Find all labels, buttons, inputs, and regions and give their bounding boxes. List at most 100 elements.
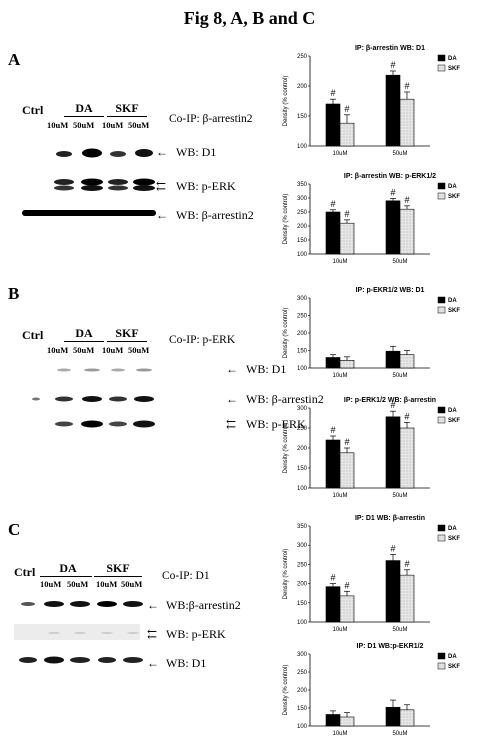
chart-4-ytick-label-3: 250	[297, 562, 308, 568]
chart-3-ytick-label-3: 250	[297, 426, 308, 432]
blot-b-da-underline	[64, 341, 104, 342]
chart-2-ytick-label-2: 200	[297, 331, 308, 337]
chart-5-legend-swatch-skf	[437, 662, 446, 670]
chart-1-ytick-label-3: 250	[297, 210, 308, 216]
chart-0-sig-skf-1: #	[404, 81, 409, 91]
blot-c-arrow-2: ⇇	[147, 627, 158, 641]
chart-0-ytick-label-1: 150	[297, 114, 308, 120]
chart-4-bar-skf-0	[339, 595, 355, 623]
chart-4-sig-da-1: #	[390, 543, 395, 553]
chart-0-bar-da-1	[385, 74, 401, 147]
chart-2-bar-skf-0	[339, 360, 355, 369]
chart-2-title: IP: p-EKR1/2 WB: D1	[356, 287, 425, 294]
chart-5-bar-skf-1	[399, 709, 415, 727]
chart-3-sig-skf-0: #	[344, 437, 349, 447]
chart-2-ytick-label-0: 100	[297, 366, 308, 372]
chart-2-bar-skf-1	[399, 354, 415, 369]
chart-4-ytick-label-0: 100	[297, 620, 308, 626]
chart-4-legend-swatch-skf	[437, 534, 446, 542]
chart-1-sig-skf-1: #	[404, 195, 409, 205]
bar-chart-a-d1: IP: β-arrestin WB: D1 Density (% control)…	[283, 45, 460, 157]
blot-c-ctrl-label: Ctrl	[14, 565, 36, 579]
chart-0-bar-skf-0	[339, 122, 355, 147]
chart-1-bar-da-1	[385, 200, 401, 255]
chart-0-ylabel: Density (% control)	[283, 76, 289, 127]
chart-5-ytick-label-3: 250	[297, 670, 308, 676]
blot-a-group-skf: SKF	[115, 101, 139, 115]
blot-b-group-da: DA	[75, 326, 93, 340]
bar-chart-a-perk: IP: β-arrestin WB: p-ERK1/2 Density (% co…	[283, 173, 460, 265]
chart-0-bar-da-0	[325, 103, 341, 147]
chart-1-ytick-label-0: 100	[297, 252, 308, 258]
chart-1-ytick-label-4: 300	[297, 196, 308, 202]
chart-2-bar-da-0	[325, 357, 341, 369]
chart-3-legend-swatch-skf	[437, 416, 446, 424]
blot-b-image	[32, 368, 155, 428]
chart-1-xtick-label-0: 10uM	[332, 259, 347, 265]
chart-3-xtick-label-1: 50uM	[392, 493, 407, 499]
chart-5-ytick-label-0: 100	[297, 724, 308, 730]
blot-a-row-barrestin	[22, 210, 156, 216]
chart-2-xtick-label-1: 50uM	[392, 373, 407, 379]
chart-3-bar-skf-0	[339, 452, 355, 489]
chart-3-bar-skf-1	[399, 427, 415, 489]
bar-chart-b-d1: IP: p-EKR1/2 WB: D1 Density (% control) 10…	[283, 287, 460, 379]
blot-c-wb-3: WB: D1	[166, 656, 207, 670]
chart-5-xtick-label-0: 10uM	[332, 731, 347, 737]
bar-chart-c-perk: IP: D1 WB:p-EKR1/2 Density (% control) 100…	[283, 643, 460, 737]
chart-5-ytick-label-2: 200	[297, 688, 308, 694]
chart-1-legend-label-da: DA	[448, 184, 457, 190]
chart-4-sig-skf-1: #	[404, 559, 409, 569]
chart-0-ytick-label-2: 200	[297, 84, 308, 90]
blot-a-row-perk	[54, 178, 155, 191]
chart-0-legend-label-skf: SKF	[448, 66, 460, 72]
chart-0-legend-swatch-da	[437, 54, 446, 62]
chart-5-xtick-label-1: 50uM	[392, 731, 407, 737]
blot-b-dose-3: 10uM	[102, 345, 124, 355]
chart-4-ytick-label-5: 350	[297, 524, 308, 530]
panel-letter-c: C	[8, 520, 21, 539]
chart-1-sig-da-1: #	[390, 188, 395, 198]
chart-5-bar-skf-0	[339, 716, 355, 727]
blot-c-coip-label: Co-IP: D1	[162, 570, 210, 582]
blot-b-dose-1: 10uM	[47, 345, 69, 355]
chart-1-ytick-label-1: 150	[297, 238, 308, 244]
chart-4-xtick-label-0: 10uM	[332, 627, 347, 633]
blot-a-arrow-2: ⇇	[156, 179, 167, 193]
chart-4-legend-label-skf: SKF	[448, 536, 460, 542]
blot-a-coip-label: Co-IP: β-arrestin2	[169, 113, 253, 125]
chart-3-bar-da-0	[325, 439, 341, 489]
blot-c-wb-1: WB:β-arrestin2	[166, 598, 241, 612]
blot-b-coip-label: Co-IP: p-ERK	[169, 334, 236, 346]
blot-c-dose-3: 10uM	[96, 579, 118, 589]
chart-3-xtick-label-0: 10uM	[332, 493, 347, 499]
chart-0-sig-da-1: #	[390, 60, 395, 70]
blot-b-skf-underline	[107, 341, 147, 342]
bar-chart-c-barrestin: IP: D1 WB: β-arrestin Density (% control)…	[283, 515, 460, 633]
chart-3-sig-da-1: #	[390, 400, 395, 410]
chart-3-ylabel: Density (% control)	[283, 423, 289, 474]
blot-b-arrow-1: ←	[226, 362, 238, 376]
chart-1-legend-swatch-skf	[437, 192, 446, 200]
blot-b-row-barrestin	[32, 396, 154, 402]
chart-5-legend-label-skf: SKF	[448, 664, 460, 670]
chart-3-ytick-label-0: 100	[297, 486, 308, 492]
chart-2-bar-da-1	[385, 350, 401, 369]
chart-2-ytick-label-1: 150	[297, 349, 308, 355]
chart-0-sig-da-0: #	[330, 88, 335, 98]
chart-0-ytick-label-0: 100	[297, 144, 308, 150]
blot-c-arrow-3: ←	[147, 656, 159, 670]
chart-3-ytick-label-1: 150	[297, 466, 308, 472]
chart-4-ytick-label-1: 150	[297, 601, 308, 607]
blot-a-group-da: DA	[75, 101, 93, 115]
chart-0-legend-swatch-skf	[437, 64, 446, 72]
blot-c-skf-underline	[94, 576, 142, 577]
chart-0-bar-skf-1	[399, 98, 415, 147]
chart-1-legend-swatch-da	[437, 182, 446, 190]
blot-b-arrow-2: ←	[226, 392, 238, 406]
blot-a-row-d1	[56, 148, 153, 158]
blot-c-da-underline	[40, 576, 92, 577]
chart-0-legend-label-da: DA	[448, 56, 457, 62]
chart-0-xtick-label-1: 50uM	[392, 151, 407, 157]
chart-2-legend-swatch-da	[437, 296, 446, 304]
